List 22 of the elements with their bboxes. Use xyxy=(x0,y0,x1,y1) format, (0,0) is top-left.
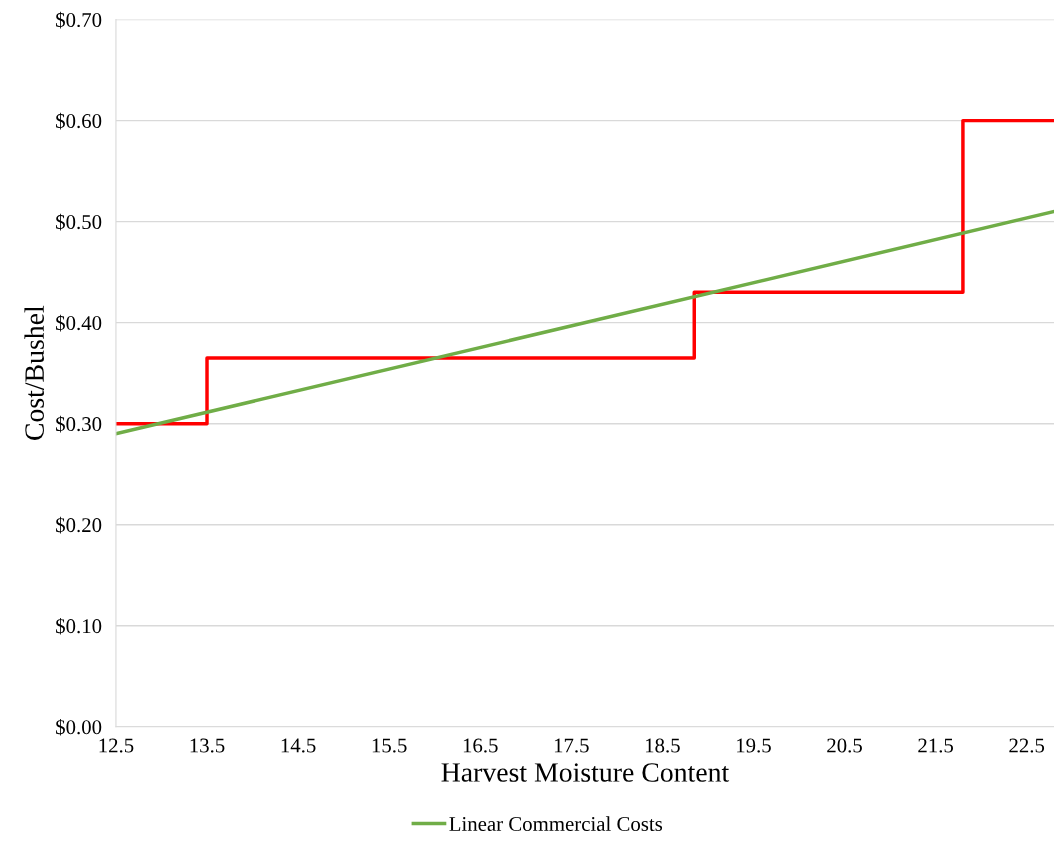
y-tick-label: $0.20 xyxy=(56,516,102,534)
y-tick-label: $0.50 xyxy=(56,213,102,231)
x-tick-label: 19.5 xyxy=(737,738,771,753)
y-axis-title: Cost/Bushel xyxy=(24,305,44,440)
y-tick-label: $0.70 xyxy=(56,11,102,29)
x-tick-label: 16.5 xyxy=(463,738,498,753)
y-tick-label: $0.40 xyxy=(56,314,102,332)
x-tick-label: 12.5 xyxy=(99,738,134,753)
x-tick-label: 18.5 xyxy=(645,738,680,753)
x-axis-title: Harvest Moisture Content xyxy=(441,763,730,782)
x-tick-label: 17.5 xyxy=(554,738,589,753)
x-tick-label: 15.5 xyxy=(372,738,407,753)
y-tick-label: $0.30 xyxy=(56,415,102,433)
y-tick-label: $0.60 xyxy=(56,112,102,130)
x-tick-label: 22.5 xyxy=(1009,738,1045,753)
x-tick-label: 13.5 xyxy=(190,738,225,753)
y-tick-label: $0.00 xyxy=(56,718,102,736)
x-tick-label: 20.5 xyxy=(827,738,862,753)
x-tick-label: 21.5 xyxy=(918,738,954,753)
y-tick-label: $0.10 xyxy=(56,617,102,635)
legend-label: Linear Commercial Costs xyxy=(449,816,663,832)
x-tick-label: 14.5 xyxy=(281,738,316,753)
